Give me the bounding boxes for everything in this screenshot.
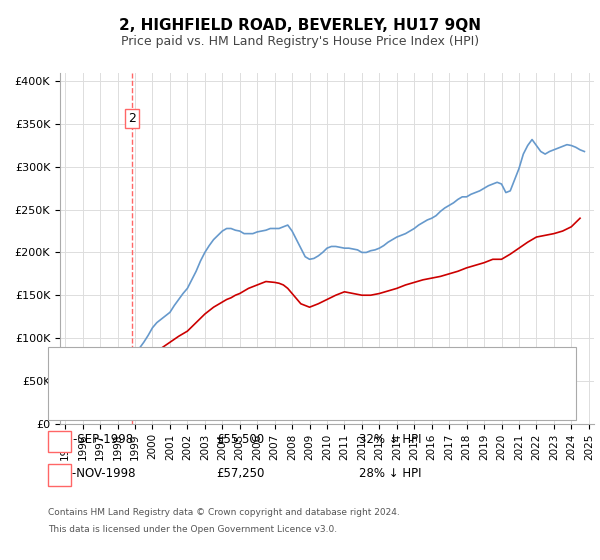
Text: 06-NOV-1998: 06-NOV-1998 <box>57 466 135 480</box>
Text: £55,500: £55,500 <box>216 433 264 446</box>
Text: 21-SEP-1998: 21-SEP-1998 <box>58 433 134 446</box>
Text: 2, HIGHFIELD ROAD, BEVERLEY, HU17 9QN (detached house): 2, HIGHFIELD ROAD, BEVERLEY, HU17 9QN (d… <box>120 359 438 369</box>
Text: £57,250: £57,250 <box>216 466 264 480</box>
Text: 2: 2 <box>128 111 136 125</box>
Text: Contains HM Land Registry data © Crown copyright and database right 2024.: Contains HM Land Registry data © Crown c… <box>48 508 400 517</box>
Text: HPI: Average price, detached house, East Riding of Yorkshire: HPI: Average price, detached house, East… <box>120 387 436 397</box>
Text: 2, HIGHFIELD ROAD, BEVERLEY, HU17 9QN: 2, HIGHFIELD ROAD, BEVERLEY, HU17 9QN <box>119 18 481 32</box>
Text: 2: 2 <box>55 466 64 480</box>
Text: This data is licensed under the Open Government Licence v3.0.: This data is licensed under the Open Gov… <box>48 525 337 534</box>
Text: 28% ↓ HPI: 28% ↓ HPI <box>359 466 421 480</box>
Text: 1: 1 <box>55 433 64 446</box>
Text: Price paid vs. HM Land Registry's House Price Index (HPI): Price paid vs. HM Land Registry's House … <box>121 35 479 49</box>
Text: 32% ↓ HPI: 32% ↓ HPI <box>359 433 421 446</box>
